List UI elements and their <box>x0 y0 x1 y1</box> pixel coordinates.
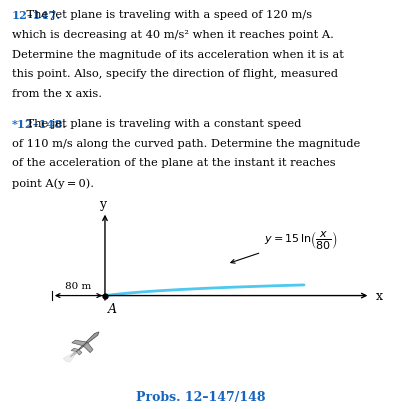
Text: Determine the magnitude of its acceleration when it is at: Determine the magnitude of its accelerat… <box>12 49 344 59</box>
Text: Probs. 12–147/148: Probs. 12–147/148 <box>136 390 265 403</box>
Text: The jet plane is traveling with a speed of 120 m/s: The jet plane is traveling with a speed … <box>12 10 312 20</box>
Text: A: A <box>108 302 117 315</box>
Text: 12–147.: 12–147. <box>12 10 61 21</box>
Text: $y = 15\,\ln\!\left(\dfrac{x}{80}\right)$: $y = 15\,\ln\!\left(\dfrac{x}{80}\right)… <box>231 229 338 263</box>
Polygon shape <box>70 352 77 357</box>
Polygon shape <box>71 348 79 352</box>
Text: *12–148.: *12–148. <box>12 119 67 130</box>
Polygon shape <box>77 350 82 355</box>
Text: of 110 m/s along the curved path. Determine the magnitude: of 110 m/s along the curved path. Determ… <box>12 138 360 148</box>
Text: 80 m: 80 m <box>65 281 91 290</box>
Text: of the acceleration of the plane at the instant it reaches: of the acceleration of the plane at the … <box>12 158 336 168</box>
Text: this point. Also, specify the direction of flight, measured: this point. Also, specify the direction … <box>12 69 338 79</box>
Polygon shape <box>63 352 77 362</box>
Text: The jet plane is traveling with a constant speed: The jet plane is traveling with a consta… <box>12 119 302 128</box>
Polygon shape <box>72 340 87 346</box>
Text: y: y <box>99 198 106 210</box>
Polygon shape <box>74 332 99 354</box>
Text: which is decreasing at 40 m/s² when it reaches point A.: which is decreasing at 40 m/s² when it r… <box>12 30 334 40</box>
Text: point A(y = 0).: point A(y = 0). <box>12 178 94 188</box>
Text: x: x <box>376 289 383 302</box>
Polygon shape <box>83 342 93 353</box>
Text: from the x axis.: from the x axis. <box>12 89 102 99</box>
